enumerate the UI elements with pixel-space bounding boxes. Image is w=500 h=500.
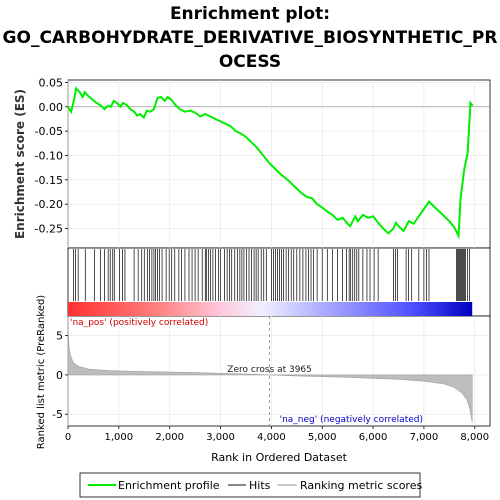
rank-y-tick-label: 0	[56, 369, 63, 382]
zero-cross-label: Zero cross at 3965	[227, 365, 312, 375]
es-y-tick-label: -0.15	[35, 174, 63, 187]
legend: Enrichment profile Hits Ranking metric s…	[79, 472, 422, 498]
es-panel-frame	[67, 79, 491, 249]
x-tick-label: 7,000	[410, 432, 439, 443]
es-y-tick-label: 0.00	[39, 101, 64, 114]
legend-item-ranking-metric-scores: Ranking metric scores	[300, 479, 422, 492]
rank-heat-bar	[68, 302, 473, 316]
x-axis-ticks: 0 1,000 2,000 3,000 4,000 5,000 6,000 7,000 8,00…	[65, 426, 489, 443]
x-tick-label: 0	[65, 432, 71, 443]
x-tick-label: 6,000	[359, 432, 388, 443]
x-tick-label: 3,000	[206, 432, 235, 443]
chart-title-line-2: GO_CARBOHYDRATE_DERIVATIVE_BIOSYNTHETIC_…	[2, 28, 498, 48]
x-tick-label: 2,000	[155, 432, 184, 443]
es-gridlines	[67, 80, 490, 248]
positive-correlation-label: 'na_pos' (positively correlated)	[70, 318, 208, 328]
x-tick-label: 4,000	[257, 432, 286, 443]
es-y-axis-label: Enrichment score (ES)	[13, 89, 27, 239]
es-y-tick-label: -0.05	[35, 125, 63, 138]
es-y-tick-label: -0.20	[35, 198, 63, 211]
legend-box	[79, 472, 421, 498]
rank-y-ticks: 5 0 -5	[52, 330, 68, 421]
es-y-ticks: 0.05 0.00 -0.05 -0.10 -0.15 -0.20 -0.25	[35, 76, 68, 236]
rank-y-tick-label: 5	[56, 330, 63, 343]
es-y-tick-label: -0.10	[35, 149, 63, 162]
x-axis-label: Rank in Ordered Dataset	[211, 451, 348, 464]
legend-item-hits: Hits	[249, 479, 271, 492]
negative-correlation-label: 'na_neg' (negatively correlated)	[280, 415, 423, 425]
hit-marks	[73, 249, 471, 301]
chart-title-line-1: Enrichment plot:	[169, 4, 331, 24]
es-y-tick-label: -0.25	[35, 223, 63, 236]
chart-title-line-3: OCESS	[218, 52, 282, 72]
x-tick-label: 8,000	[460, 432, 489, 443]
x-tick-label: 1,000	[105, 432, 134, 443]
ranking-metric-area	[67, 327, 473, 423]
es-y-tick-label: 0.05	[39, 76, 64, 89]
rank-y-axis-label: Ranked list metric (PreRanked)	[36, 295, 47, 449]
rank-y-tick-label: -5	[52, 408, 63, 421]
legend-item-enrichment-profile: Enrichment profile	[118, 479, 220, 492]
enrichment-profile-line	[67, 86, 474, 240]
x-tick-label: 5,000	[308, 432, 337, 443]
